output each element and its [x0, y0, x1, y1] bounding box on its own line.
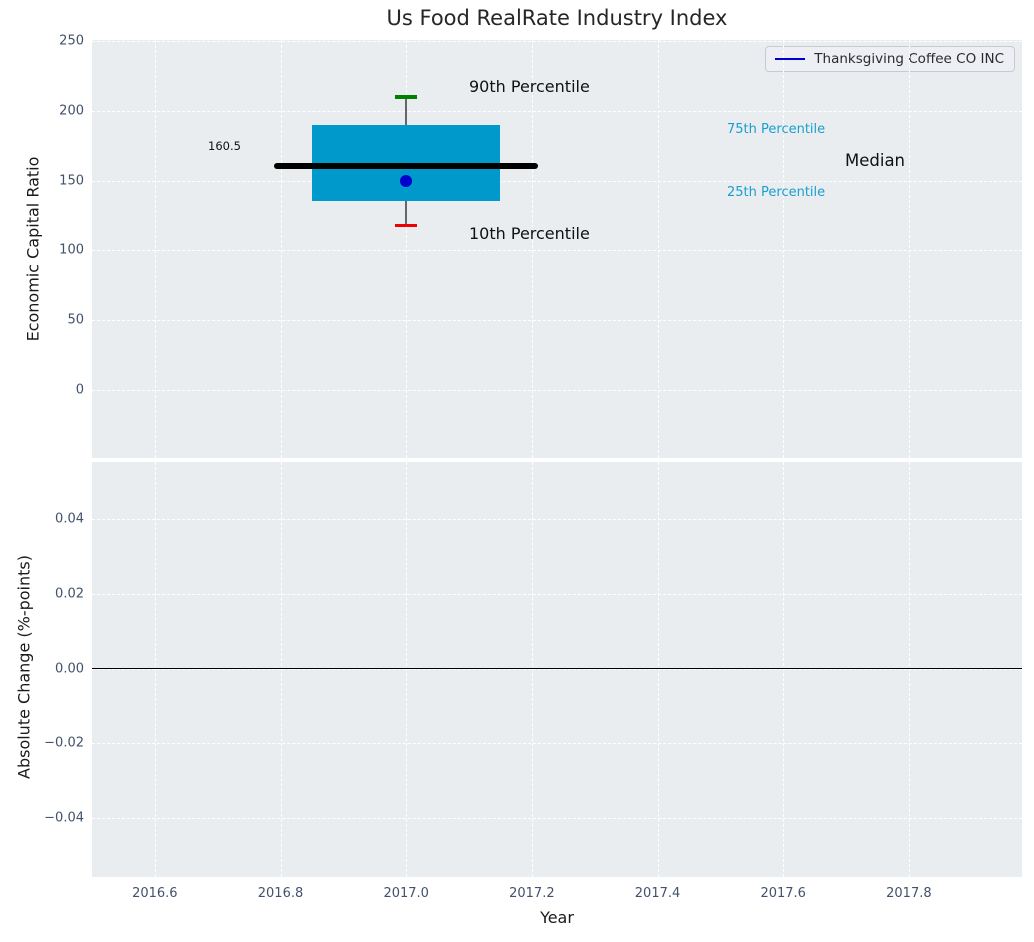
gridline	[92, 593, 1022, 595]
gridline	[92, 390, 1022, 391]
x-axis-label: Year	[540, 908, 574, 927]
y-tick-label: 150	[59, 173, 84, 189]
median-line	[274, 162, 539, 169]
y-tick-label: 0.02	[55, 586, 84, 602]
y-tick-label: 0.00	[55, 661, 84, 677]
median-text-annotation: Median	[845, 151, 906, 170]
y-tick-label: −0.04	[44, 810, 84, 826]
gridline	[280, 462, 282, 877]
legend-label: Thanksgiving Coffee CO INC	[814, 51, 1004, 67]
gridline	[92, 818, 1022, 820]
gridline	[92, 743, 1022, 745]
iqr-box	[311, 124, 501, 201]
top-plot-area: Thanksgiving Coffee CO INC	[92, 40, 1022, 458]
y-tick-label: 250	[59, 33, 84, 49]
chart-title: Us Food RealRate Industry Index	[386, 6, 728, 30]
x-tick-label: 2017.6	[760, 886, 806, 901]
p75-annotation: 75th Percentile	[727, 122, 826, 137]
p90-annotation: 90th Percentile	[469, 77, 590, 96]
gridline	[783, 40, 785, 458]
p25-annotation: 25th Percentile	[727, 185, 826, 200]
gridline	[908, 462, 910, 877]
gridline	[92, 250, 1022, 252]
gridline	[657, 462, 659, 877]
x-tick-label: 2017.2	[509, 886, 555, 901]
gridline	[531, 462, 533, 877]
zero-line	[92, 667, 1022, 670]
gridline	[783, 462, 785, 877]
y-tick-label: −0.02	[44, 735, 84, 751]
gridline	[154, 462, 156, 877]
gridline	[92, 518, 1022, 520]
median-value-annotation: 160.5	[208, 139, 241, 153]
gridline	[531, 40, 533, 458]
y-tick-label: 50	[67, 312, 84, 328]
gridline	[92, 40, 1022, 42]
bottom-plot-area	[92, 462, 1022, 877]
gridline	[92, 320, 1022, 322]
gridline	[280, 40, 282, 458]
p10-annotation: 10th Percentile	[469, 224, 590, 243]
gridline	[92, 180, 1022, 182]
x-tick-label: 2017.0	[383, 886, 429, 901]
y-tick-label: 0	[75, 382, 84, 398]
x-tick-label: 2017.8	[886, 886, 932, 901]
legend-line-icon	[775, 58, 806, 60]
gridline	[154, 40, 156, 458]
x-tick-label: 2016.8	[257, 886, 304, 901]
y-tick-label: 0.04	[55, 511, 84, 527]
gridline	[92, 110, 1022, 112]
p10-cap	[395, 223, 418, 228]
y-tick-label: 100	[59, 242, 84, 258]
y-tick-label: 200	[59, 103, 84, 119]
x-tick-label: 2016.6	[132, 886, 178, 901]
gridline	[657, 40, 659, 458]
p90-cap	[395, 95, 418, 99]
company-point	[400, 174, 413, 187]
x-tick-label: 2017.4	[634, 886, 681, 901]
legend: Thanksgiving Coffee CO INC	[765, 46, 1015, 72]
gridline	[908, 40, 910, 458]
gridline	[406, 462, 408, 877]
